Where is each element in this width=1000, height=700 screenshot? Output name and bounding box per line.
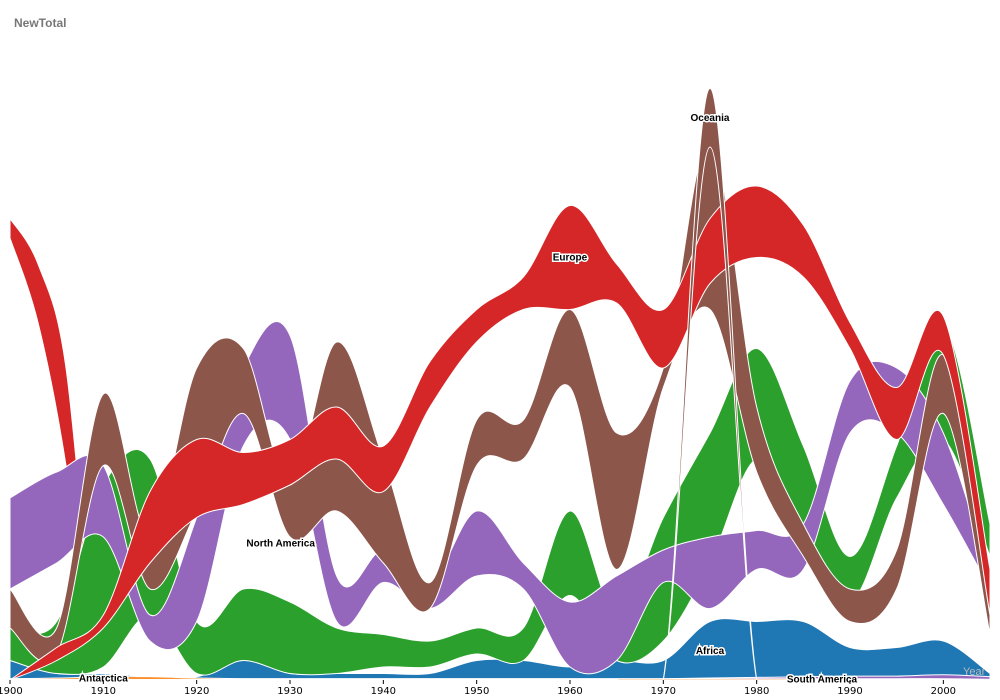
chart-title: NewTotal — [14, 16, 67, 30]
stream-label-africa: Africa — [696, 646, 725, 657]
stream-layers — [9, 87, 991, 700]
x-tick-label: 1990 — [837, 686, 862, 697]
x-tick-label: 2000 — [931, 686, 956, 697]
x-tick-label: 1910 — [91, 686, 116, 697]
x-tick-label: 1900 — [0, 686, 23, 697]
stream-label-oceania: Oceania — [691, 113, 730, 124]
x-tick-label: 1970 — [651, 686, 676, 697]
stream-label-europe: Europe — [553, 253, 588, 264]
stream-label-antarctica: Antarctica — [79, 673, 128, 684]
stream-labels: Africa South America Antarctica North Ameri… — [77, 111, 859, 687]
stream-label-south-america: South America — [787, 674, 858, 685]
stream-band-europe[interactable] — [9, 185, 991, 681]
x-tick-label: 1920 — [184, 686, 209, 697]
x-tick-label: 1980 — [744, 686, 769, 697]
x-axis-label: Year — [963, 666, 986, 678]
stream-band-oceania[interactable] — [9, 87, 991, 700]
x-tick-label: 1950 — [464, 686, 489, 697]
x-tick-label: 1940 — [371, 686, 396, 697]
x-tick-label: 1930 — [277, 686, 302, 697]
x-tick-label: 1960 — [557, 686, 582, 697]
x-axis: 1900 1910 1920 1930 1940 1950 1960 1970 1980 1990… — [0, 680, 956, 697]
stream-label-north-america: North America — [246, 539, 315, 550]
